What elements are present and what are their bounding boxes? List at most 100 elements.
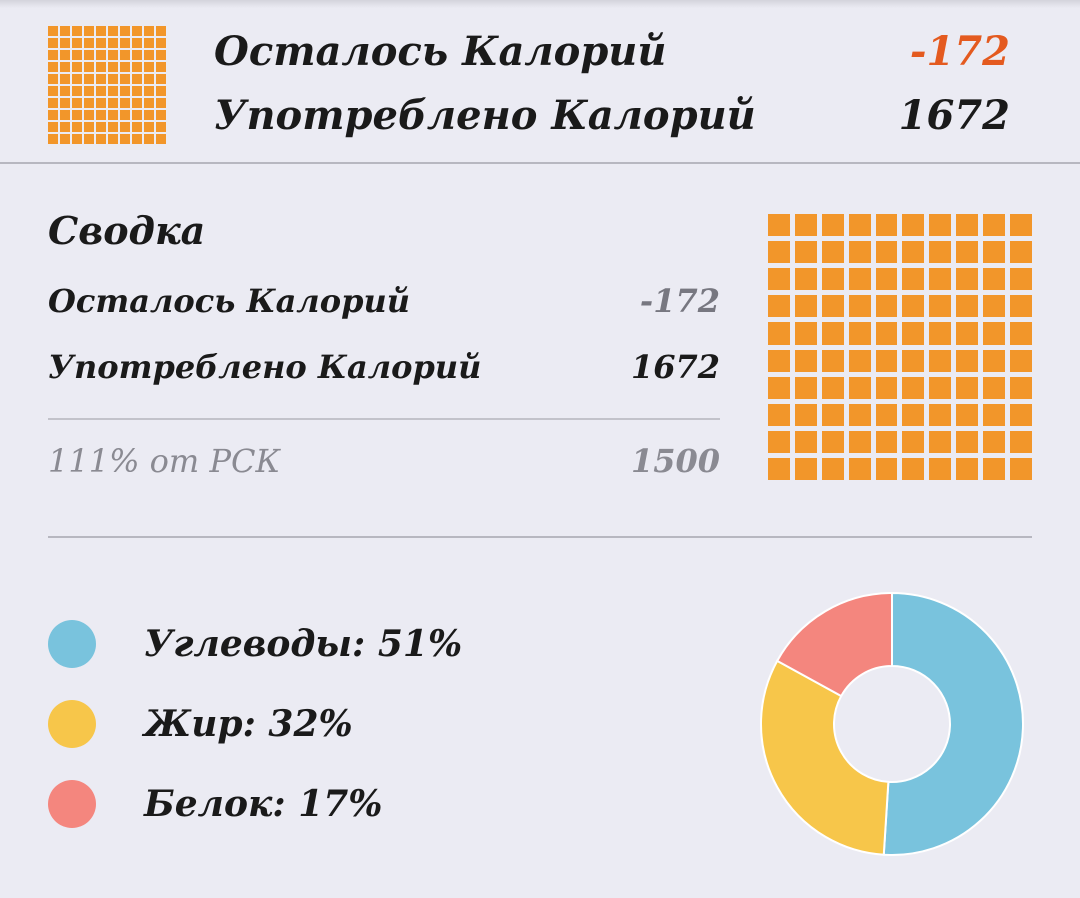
grid-cell [60, 98, 70, 108]
grid-cell [144, 110, 154, 120]
grid-cell [1010, 322, 1032, 345]
legend-label-protein: Белок: 17% [144, 783, 383, 825]
grid-cell [120, 86, 130, 96]
grid-cell [902, 322, 925, 345]
grid-cell [108, 122, 118, 132]
grid-cell [902, 241, 925, 264]
grid-cell [929, 349, 952, 372]
grid-cell [96, 38, 106, 48]
grid-cell [956, 349, 979, 372]
grid-cell [156, 50, 166, 60]
grid-cell [156, 38, 166, 48]
grid-cell [875, 241, 898, 264]
grid-cell [120, 26, 130, 36]
grid-cell [120, 122, 130, 132]
grid-cell [929, 241, 952, 264]
grid-cell [848, 403, 871, 426]
remaining-calories-label: Осталось Калорий [214, 28, 667, 75]
grid-cell [983, 322, 1006, 345]
rsk-value-box: 1500 [600, 442, 720, 480]
grid-cell [956, 322, 979, 345]
grid-cell [848, 268, 871, 291]
grid-cell [144, 74, 154, 84]
grid-cell [108, 74, 118, 84]
grid-cell [144, 38, 154, 48]
grid-cell [848, 214, 871, 237]
grid-cell [956, 214, 979, 237]
grid-cell [902, 349, 925, 372]
grid-cell [848, 295, 871, 318]
grid-cell [108, 134, 118, 144]
grid-cell [821, 403, 844, 426]
grid-cell [902, 295, 925, 318]
remaining-calories-value: -172 [909, 28, 1010, 75]
summary-consumed-label: Употреблено Калорий [48, 348, 482, 386]
grid-cell [794, 457, 817, 480]
grid-cell [956, 268, 979, 291]
grid-cell [60, 38, 70, 48]
grid-cell [60, 26, 70, 36]
grid-cell [768, 457, 790, 480]
grid-cell [60, 110, 70, 120]
grid-cell [132, 74, 142, 84]
grid-cell [768, 241, 790, 264]
grid-cell [929, 403, 952, 426]
grid-cell [84, 86, 94, 96]
grid-cell [902, 457, 925, 480]
grid-cell [96, 26, 106, 36]
grid-cell [821, 322, 844, 345]
grid-cell [48, 74, 58, 84]
grid-cell [60, 134, 70, 144]
grid-cell [902, 268, 925, 291]
grid-cell [983, 430, 1006, 453]
grid-cell [956, 457, 979, 480]
grid-cell [794, 241, 817, 264]
grid-cell [60, 86, 70, 96]
grid-cell [132, 122, 142, 132]
grid-cell [902, 214, 925, 237]
grid-cell [929, 430, 952, 453]
section-divider [48, 536, 1032, 538]
grid-cell [156, 110, 166, 120]
grid-cell [156, 98, 166, 108]
calorie-header: Осталось Калорий -172 Употреблено Калори… [0, 0, 1080, 162]
grid-cell [132, 98, 142, 108]
protein-dot-icon [48, 780, 96, 828]
grid-cell [1010, 349, 1032, 372]
grid-cell [956, 376, 979, 399]
grid-cell [144, 122, 154, 132]
grid-cell [983, 376, 1006, 399]
grid-cell [96, 122, 106, 132]
rsk-percent-label: 111% от РСК [48, 442, 281, 480]
grid-cell [768, 403, 790, 426]
grid-cell [1010, 457, 1032, 480]
grid-cell [72, 110, 82, 120]
grid-cell [48, 122, 58, 132]
legend-label-carbs: Углеводы: 51% [144, 623, 463, 665]
grid-cell [902, 403, 925, 426]
grid-cell [768, 322, 790, 345]
grid-cell [794, 214, 817, 237]
summary-remaining-label: Осталось Калорий [48, 282, 410, 320]
grid-cell [132, 134, 142, 144]
grid-cell [848, 376, 871, 399]
grid-cell [902, 376, 925, 399]
grid-cell [794, 403, 817, 426]
grid-cell [1010, 295, 1032, 318]
grid-cell [821, 376, 844, 399]
grid-cell [875, 295, 898, 318]
grid-cell [1010, 430, 1032, 453]
grid-cell [848, 457, 871, 480]
grid-cell [821, 349, 844, 372]
summary-remaining-value: -172 [639, 282, 720, 320]
grid-cell [156, 122, 166, 132]
grid-cell [144, 134, 154, 144]
grid-cell [72, 134, 82, 144]
grid-cell [768, 214, 790, 237]
grid-cell [120, 62, 130, 72]
grid-cell [768, 430, 790, 453]
grid-cell [72, 122, 82, 132]
carbs-dot-icon [48, 620, 96, 668]
grid-cell [956, 430, 979, 453]
grid-cell [84, 38, 94, 48]
